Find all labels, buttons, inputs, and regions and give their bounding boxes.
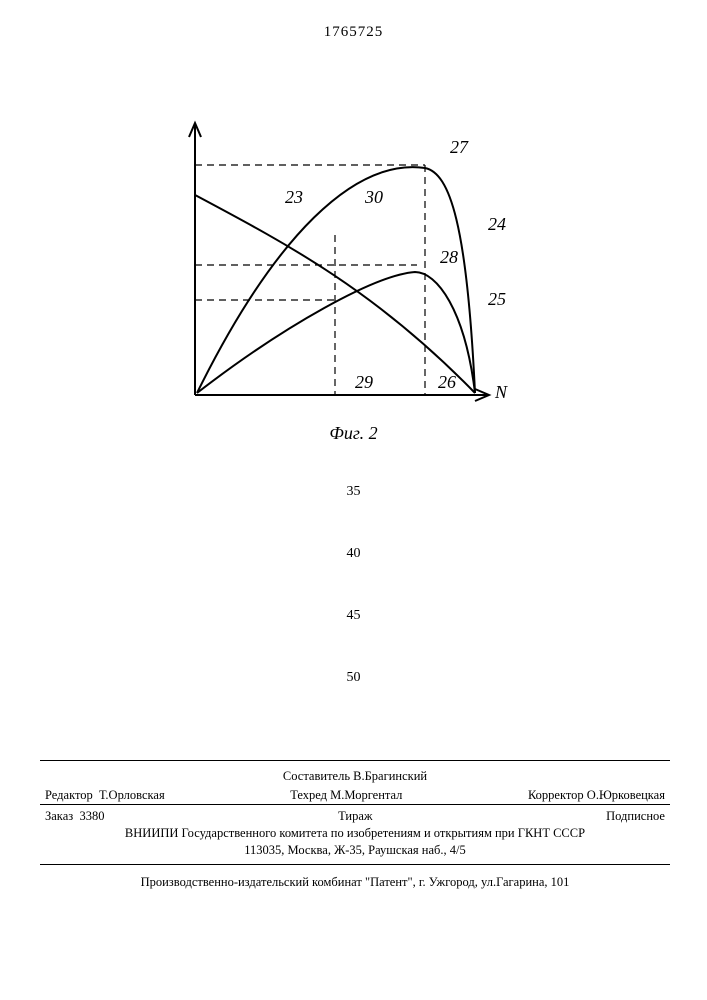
corrector-label: Корректор: [528, 788, 584, 802]
credit-printer: Производственно-издательский комбинат "П…: [45, 874, 665, 891]
credit-techred: Техред М.Моргентал: [290, 787, 402, 804]
chart: 23 30 27 24 28 25 29 26 N: [175, 115, 535, 420]
label-23: 23: [285, 187, 303, 207]
linenum-35: 35: [0, 484, 707, 500]
credit-org1: ВНИИПИ Государственного комитета по изоб…: [45, 825, 665, 842]
credit-tirage: Тираж: [338, 808, 372, 825]
credit-order-row: Заказ 3380 Тираж Подписное ВНИИПИ Госуда…: [45, 808, 665, 859]
credit-compiler-row: Составитель В.Брагинский Редактор Т.Орло…: [45, 768, 665, 804]
linenum-45: 45: [0, 608, 707, 624]
label-27: 27: [450, 137, 469, 157]
credit-editor: Редактор Т.Орловская: [45, 787, 165, 804]
editor-label: Редактор: [45, 788, 93, 802]
document-number: 1765725: [0, 24, 707, 41]
credit-corrector: Корректор О.Юрковецкая: [528, 787, 665, 804]
order-label: Заказ: [45, 809, 73, 823]
label-28: 28: [440, 247, 458, 267]
label-29: 29: [355, 372, 373, 392]
page: 1765725: [0, 0, 707, 1000]
chart-caption: Фиг. 2: [0, 423, 707, 444]
dashed-lines: [195, 165, 425, 395]
rule-1: [40, 760, 670, 761]
editor-name: Т.Орловская: [99, 788, 165, 802]
label-30: 30: [364, 187, 383, 207]
rule-3: [40, 864, 670, 865]
chart-labels: 23 30 27 24 28 25 29 26 N: [285, 137, 508, 402]
rule-2: [40, 804, 670, 805]
order-number: 3380: [79, 809, 104, 823]
credit-org2: 113035, Москва, Ж-35, Раушская наб., 4/5: [45, 842, 665, 859]
linenum-40: 40: [0, 546, 707, 562]
credit-order: Заказ 3380: [45, 808, 104, 825]
label-26: 26: [438, 372, 456, 392]
credit-compiler: Составитель В.Брагинский: [45, 768, 665, 785]
label-24: 24: [488, 214, 506, 234]
corrector-name: О.Юрковецкая: [587, 788, 665, 802]
techred-name: М.Моргентал: [330, 788, 402, 802]
credit-subscription: Подписное: [606, 808, 665, 825]
linenum-50: 50: [0, 670, 707, 686]
axis-label-N: N: [494, 382, 508, 402]
label-25: 25: [488, 289, 506, 309]
chart-svg: 23 30 27 24 28 25 29 26 N: [175, 115, 535, 415]
techred-label: Техред: [290, 788, 327, 802]
curve-25: [197, 272, 475, 393]
